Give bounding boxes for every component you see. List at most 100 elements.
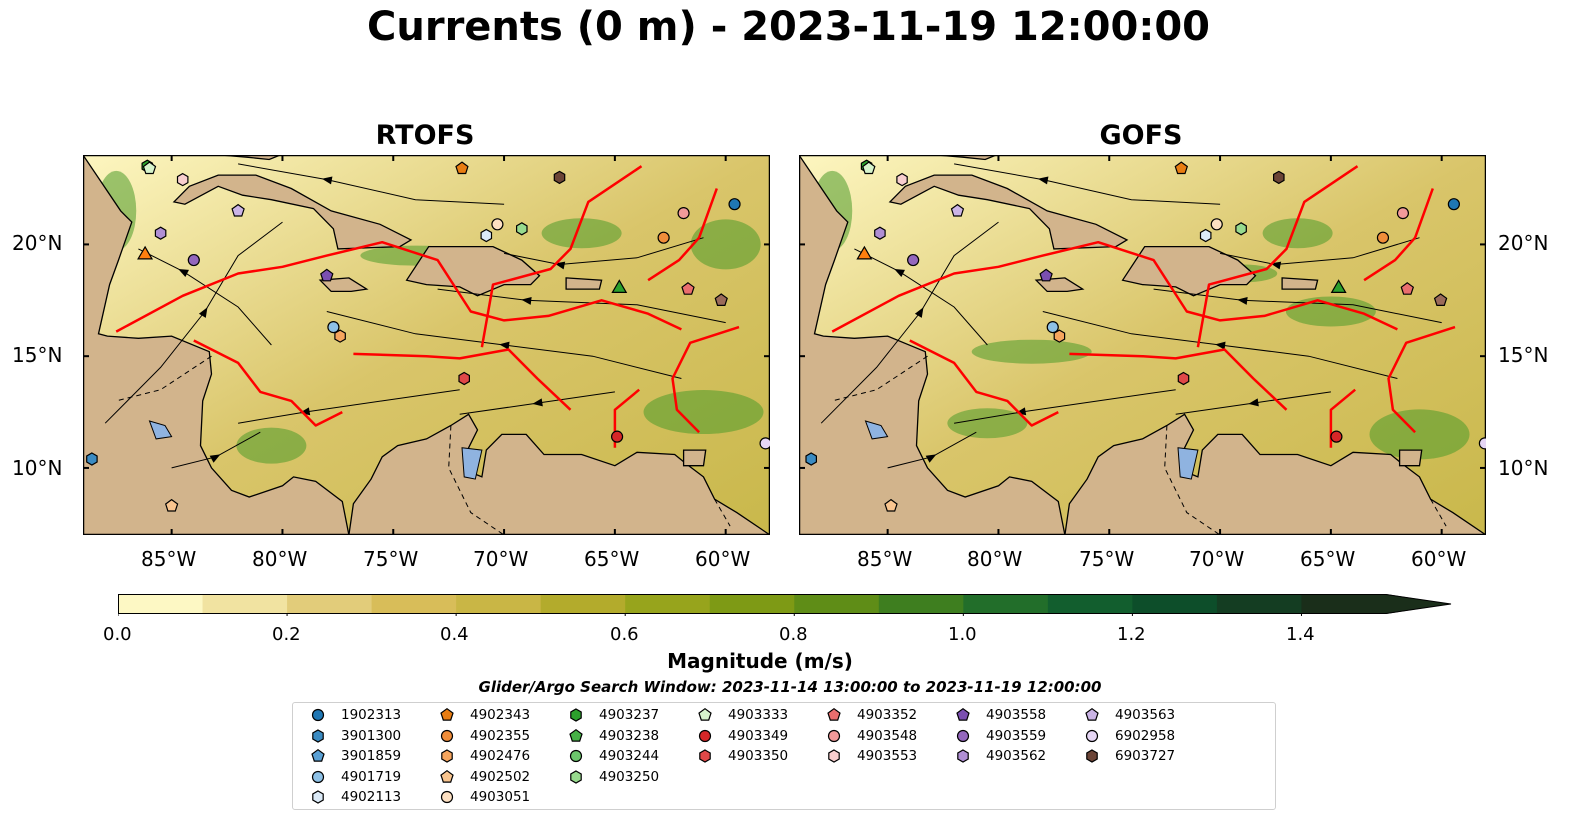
streamline-arrow <box>198 307 208 318</box>
rtofs-map <box>83 155 770 535</box>
legend-item: 4903559 <box>944 726 1046 746</box>
legend-item: 4902343 <box>428 705 530 725</box>
eez-boundary <box>647 188 718 282</box>
platform-4903349 <box>1330 430 1343 443</box>
platform-6903727 <box>553 170 566 185</box>
legend-item: 4903238 <box>557 726 659 746</box>
eez-boundary <box>480 165 643 348</box>
land-puerto-rico <box>1281 277 1319 290</box>
eez-boundary <box>193 339 343 427</box>
streamline <box>437 288 726 324</box>
legend-item: 4903352 <box>815 705 917 725</box>
land-puerto-rico <box>565 277 603 290</box>
platform-uvi_02-20231102T1447 <box>611 279 628 293</box>
platform-4903250 <box>516 222 528 236</box>
legend-item: 4903553 <box>815 746 917 766</box>
high-current-zone <box>541 218 622 249</box>
high-current-zone <box>971 339 1092 364</box>
legend-label: 3901300 <box>341 728 402 744</box>
lon-label-85w: 85°W <box>857 547 913 571</box>
colorbar-tick: 0.4 <box>440 624 469 645</box>
eez-boundary <box>909 339 1059 427</box>
platform-4903562 <box>874 226 886 240</box>
eez-boundary <box>353 348 572 411</box>
national-border <box>448 425 505 535</box>
legend-label: 3901859 <box>341 748 402 764</box>
legend-marker <box>956 707 970 721</box>
colorbar-segment <box>1132 594 1218 614</box>
colorbar-tick: 1.4 <box>1286 624 1315 645</box>
legend-label: 4903350 <box>728 748 789 764</box>
platform-6904223 <box>1433 293 1448 306</box>
lat-label-right-20n: 20°N <box>1498 231 1549 255</box>
platform-4903352 <box>1400 282 1415 295</box>
colorbar-segment <box>625 594 711 614</box>
streamline-arrow <box>499 341 510 350</box>
lat-label-left-10n: 10°N <box>12 456 63 480</box>
legend-marker <box>440 790 454 804</box>
platform-4903563 <box>950 203 965 217</box>
legend-label: 4902343 <box>470 707 531 723</box>
platform-4903559 <box>907 253 920 267</box>
high-current-zone <box>643 390 764 435</box>
streamline-arrow <box>1248 398 1259 407</box>
legend-circle-icon <box>569 749 583 763</box>
lake-nicaragua <box>864 420 889 440</box>
search-window-text: Glider/Argo Search Window: 2023-11-14 13… <box>478 678 1102 696</box>
platform-4902502 <box>164 498 179 512</box>
lake-maracaibo <box>1177 447 1199 480</box>
high-current-zone <box>947 408 1028 439</box>
streamline <box>504 237 704 266</box>
lat-label-left-20n: 20°N <box>12 231 63 255</box>
legend-item: 4903244 <box>557 746 659 766</box>
colorbar-tick: 0.0 <box>103 624 132 645</box>
platform-4903350 <box>1177 371 1190 386</box>
colorbar-tick: 1.0 <box>948 624 977 645</box>
platform-4902476 <box>334 329 346 343</box>
streamline-arrow <box>321 176 333 185</box>
platform-4903548 <box>677 207 690 220</box>
platform-4902355 <box>1376 231 1390 244</box>
colorbar-segment <box>371 594 457 614</box>
legend-marker <box>440 769 454 783</box>
legend-item: 4902355 <box>428 726 530 746</box>
legend-marker <box>828 749 840 763</box>
streamline-arrow <box>1037 176 1049 185</box>
colorbar-segment <box>1216 594 1302 614</box>
eez-boundary <box>831 240 1398 333</box>
legend-label: 4903051 <box>470 789 531 805</box>
platform-4902113 <box>1199 228 1212 243</box>
legend-item: 4903349 <box>686 726 788 746</box>
legend-hexagon-icon <box>1086 749 1098 763</box>
lon-label-80w: 80°W <box>967 547 1023 571</box>
legend-hexagon-icon <box>312 729 324 743</box>
streamline <box>1220 237 1420 266</box>
lat-label-right-10n: 10°N <box>1498 456 1549 480</box>
platform-4902343 <box>455 161 469 175</box>
legend-label: 4903237 <box>599 707 660 723</box>
colorbar-segment <box>202 594 288 614</box>
colorbar-segment <box>540 594 626 614</box>
legend-hexagon-icon <box>957 749 969 763</box>
legend-pentagon-icon <box>311 748 325 762</box>
high-current-zone <box>1262 218 1333 249</box>
platform-4903352 <box>681 282 695 295</box>
legend-item: 4903562 <box>944 746 1046 766</box>
land-south-america <box>348 413 770 535</box>
land-central-america <box>83 155 350 535</box>
platform-4903333 <box>862 161 876 175</box>
platform-4903051 <box>491 218 504 231</box>
land-jamaica <box>318 277 369 293</box>
platform-4902343 <box>1174 161 1189 175</box>
legend-circle-icon <box>311 770 325 784</box>
legend-label: 4903333 <box>728 707 789 723</box>
platform-4903558 <box>320 268 334 282</box>
eez-boundary <box>1387 325 1456 434</box>
legend: 1902313 3901300 3901859 4901719 4902113 49023… <box>292 702 1276 810</box>
platform-4902502 <box>884 498 898 512</box>
legend-hexagon-icon <box>441 749 453 763</box>
legend-hexagon-icon <box>828 749 840 763</box>
platform-3901300 <box>86 452 98 466</box>
platform-sg652-20230901T1200 <box>137 245 154 260</box>
legend-marker <box>570 770 582 784</box>
